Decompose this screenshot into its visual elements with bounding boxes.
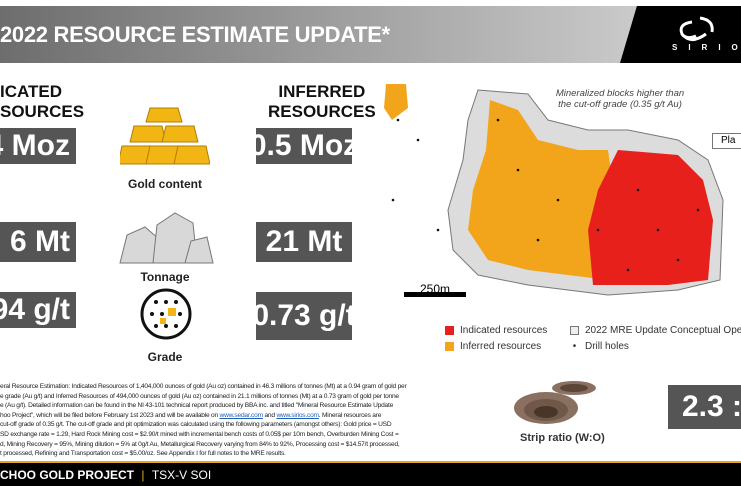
footer-ticker: TSX-V SOI [151,468,212,482]
sirios-link[interactable]: www.sirios.com [276,411,319,419]
header-band [0,6,741,63]
page-title: 2022 RESOURCE ESTIMATE UPDATE* [0,22,390,47]
indicated-area [588,150,713,285]
legend-inferred: Inferred resources [445,341,541,352]
indicated-ounces: 4 Moz [0,128,76,164]
inferred-grade: 0.73 g/t [256,292,352,340]
tonnage-label: Tonnage [140,270,190,284]
inferred-area [468,100,618,280]
logo [620,6,741,63]
legend-drill-holes: • Drill holes [572,341,629,352]
grade-circle-icon [140,288,192,340]
rocks-icon [119,212,214,264]
outlier-block [384,84,408,120]
footer-project: CHOO GOLD PROJECT [0,468,135,482]
legend-indicated: Indicated resources [445,325,547,336]
drill-holes [391,118,700,272]
strip-ratio-label: Strip ratio (W:O) [520,432,605,444]
resource-map [384,84,724,297]
open-pit-icon [514,381,596,424]
sedar-link[interactable]: www.sedar.com [219,411,264,419]
logo-swirl-icon [679,16,714,41]
inferred-tonnage: 21 Mt [256,222,352,262]
scale-label: 250m [420,282,451,296]
indicated-heading: ICATED SOURCES [0,82,85,121]
indicated-tonnage: 6 Mt [0,222,76,262]
map-annotation: Mineralized blocks higher than the cut-of… [555,88,685,110]
gold-bars-icon [120,107,210,165]
grade-label: Grade [147,350,183,364]
footnote: eral Resource Estimation: Indicated Reso… [0,383,407,458]
logo-text: SIRIOS [672,43,741,52]
footer: CHOO GOLD PROJECT | TSX-V SOI [0,461,741,486]
gold-content-label: Gold content [128,177,202,191]
strip-ratio-value: 2.3 : [668,385,741,429]
plan-view-label: Pla [712,133,741,149]
indicated-grade: 94 g/t [0,292,76,328]
footer-separator: | [141,468,145,482]
legend-pit-shell: 2022 MRE Update Conceptual Ope [570,325,741,336]
inferred-ounces: 0.5 Moz [256,128,352,164]
inferred-heading: INFERRED RESOURCES [268,82,376,121]
scale-bar [404,292,466,297]
